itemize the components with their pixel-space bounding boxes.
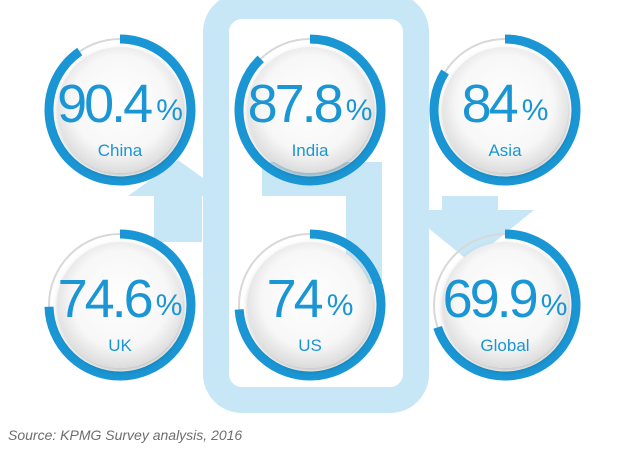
gauge-percent-sign: % <box>541 289 568 322</box>
gauge-arc <box>433 229 581 381</box>
gauge-asia: 84 %Asia <box>429 34 581 186</box>
gauge-percent-sign: % <box>156 289 183 322</box>
background-arrow-down-shape <box>406 196 534 262</box>
gauge-percent-sign: % <box>327 289 354 322</box>
background-decoration <box>128 0 534 413</box>
gauge-value: 90.4 <box>57 74 152 134</box>
gauge-arc <box>44 34 196 186</box>
gauge-label: India <box>292 141 329 160</box>
gauge-disc <box>57 242 183 368</box>
gauge-value: 74 <box>267 269 323 329</box>
background-number-shape <box>262 162 382 284</box>
gauge-percent-sign: % <box>156 94 183 127</box>
gauge-arc <box>44 229 196 381</box>
background-phone-shape <box>203 0 429 413</box>
gauge-label: Asia <box>488 141 522 160</box>
gauge-china: 90.4 % China <box>44 34 196 186</box>
gauge-uk: 74.6 % UK <box>44 229 196 381</box>
gauge-disc <box>247 47 373 173</box>
gauge-value: 87.8 <box>248 74 342 134</box>
gauge-disc <box>442 242 568 368</box>
gauge-label: US <box>298 336 322 355</box>
gauge-percent-sign: % <box>522 94 549 127</box>
gauge-value: 84 <box>462 74 518 134</box>
gauge-global: 69.9 % Global <box>433 229 581 381</box>
background-arrow-up-shape <box>128 160 228 242</box>
gauge-disc <box>57 47 183 173</box>
gauge-arc <box>234 229 386 381</box>
gauge-india: 87.8 % India <box>234 34 386 186</box>
gauge-value: 69.9 <box>443 269 537 329</box>
gauge-arc <box>429 34 581 186</box>
gauge-label: China <box>98 141 143 160</box>
gauge-label: Global <box>480 336 529 355</box>
gauge-arc <box>234 34 386 186</box>
gauge-percent-sign: % <box>346 94 373 127</box>
gauge-disc <box>442 47 568 173</box>
source-note: Source: KPMG Survey analysis, 2016 <box>8 427 243 443</box>
gauge-label: UK <box>108 336 132 355</box>
gauge-disc <box>247 242 373 368</box>
gauge-us: 74 % US <box>234 229 386 381</box>
gauge-value: 74.6 <box>58 269 152 329</box>
